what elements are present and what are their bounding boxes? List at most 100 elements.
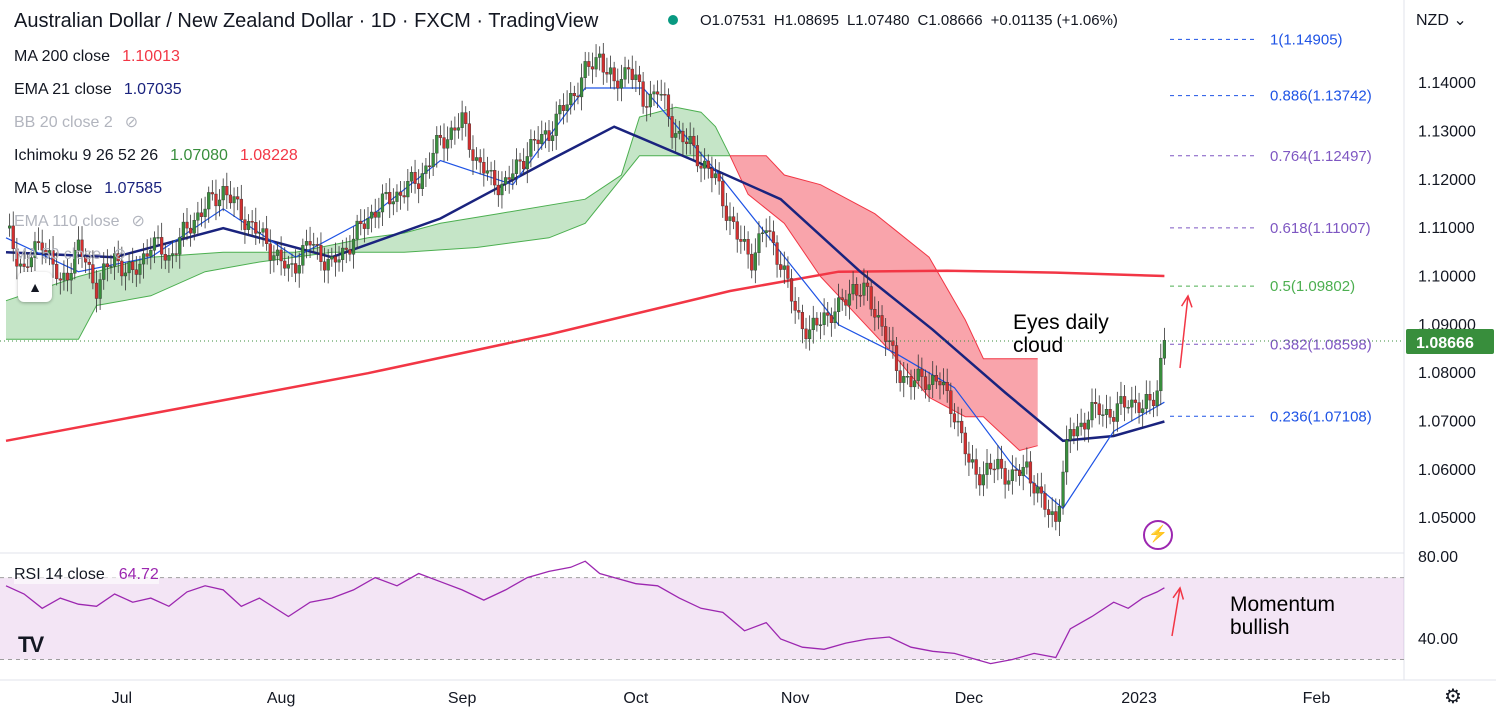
candle bbox=[1046, 499, 1051, 528]
candle-body bbox=[775, 242, 779, 265]
candle bbox=[351, 226, 356, 269]
candle-body bbox=[73, 249, 77, 274]
candle bbox=[1086, 411, 1090, 443]
candle-body bbox=[178, 237, 182, 255]
candle bbox=[232, 187, 236, 217]
gear-icon[interactable]: ⚙ bbox=[1444, 686, 1462, 708]
candle bbox=[91, 250, 95, 290]
candle bbox=[963, 426, 967, 466]
candle-body bbox=[15, 248, 19, 267]
candle-body bbox=[232, 196, 236, 204]
axes: 1.050001.060001.070001.080001.090001.100… bbox=[0, 75, 1494, 707]
candle-body bbox=[228, 194, 233, 204]
candle bbox=[561, 93, 566, 125]
time-tick: Oct bbox=[623, 690, 648, 707]
lightning-icon[interactable]: ⚡ bbox=[1143, 520, 1173, 550]
price-tick: 1.11000 bbox=[1418, 220, 1475, 237]
candle-body bbox=[217, 199, 222, 207]
candle bbox=[156, 225, 160, 247]
candle bbox=[721, 174, 725, 218]
eye-off-icon[interactable]: ⊘ bbox=[131, 213, 145, 230]
candle bbox=[934, 365, 938, 389]
candle-body bbox=[496, 184, 500, 196]
candle-body bbox=[203, 208, 207, 217]
tradingview-logo[interactable]: TV bbox=[18, 632, 44, 657]
candle bbox=[952, 403, 957, 430]
candle bbox=[923, 369, 928, 399]
legend-ma50[interactable]: MA 50 close ⊘ bbox=[14, 246, 127, 263]
candle-body bbox=[978, 474, 982, 486]
candle bbox=[185, 208, 189, 241]
candle bbox=[1162, 327, 1166, 365]
candle bbox=[482, 148, 486, 187]
candle-body bbox=[746, 239, 750, 255]
candle bbox=[551, 121, 555, 152]
candle-body bbox=[493, 170, 497, 186]
candle bbox=[275, 241, 280, 266]
candle-body bbox=[319, 245, 323, 262]
candle-body bbox=[601, 53, 605, 73]
candle-body bbox=[304, 241, 309, 246]
legend-bb20[interactable]: BB 20 close 2 ⊘ bbox=[14, 114, 139, 131]
time-tick: Sep bbox=[448, 690, 477, 707]
candle-body bbox=[913, 380, 917, 388]
chevron-up-icon[interactable]: ▲ bbox=[18, 272, 52, 302]
candle bbox=[449, 120, 453, 149]
candle bbox=[297, 252, 301, 288]
candle-body bbox=[558, 105, 562, 115]
candle-body bbox=[163, 254, 167, 261]
candle-body bbox=[1010, 469, 1014, 481]
candle bbox=[1068, 417, 1072, 454]
candles bbox=[8, 42, 1166, 537]
legend-ma5[interactable]: MA 5 close 1.07585 bbox=[14, 180, 163, 197]
candle-body bbox=[254, 222, 258, 234]
candle bbox=[290, 253, 294, 277]
candle bbox=[713, 159, 718, 185]
candle-body bbox=[757, 233, 761, 253]
candle-body bbox=[449, 127, 453, 140]
candle bbox=[134, 256, 138, 287]
candle-body bbox=[945, 382, 949, 391]
rsi-legend[interactable]: RSI 14 close 64.72 bbox=[14, 566, 159, 584]
candle bbox=[435, 126, 439, 168]
candle-body bbox=[145, 253, 149, 257]
candle bbox=[808, 315, 812, 351]
candle-body bbox=[909, 376, 913, 388]
legend-ma200[interactable]: MA 200 close 1.10013 bbox=[14, 48, 180, 65]
candle-body bbox=[742, 239, 747, 242]
candle-body bbox=[33, 241, 37, 258]
candle-body bbox=[102, 263, 106, 280]
candle-body bbox=[424, 165, 428, 174]
candle-body bbox=[131, 261, 135, 270]
eye-off-icon[interactable]: ⊘ bbox=[124, 114, 139, 131]
candle bbox=[380, 184, 385, 227]
candle-body bbox=[370, 211, 374, 219]
candle-body bbox=[1159, 357, 1163, 392]
candle-body bbox=[456, 127, 461, 131]
candle-body bbox=[467, 123, 471, 150]
candle-body bbox=[337, 259, 341, 263]
time-tick: Dec bbox=[955, 690, 983, 707]
ohlc-readout: O1.07531 H1.08695 L1.07480 C1.08666 +0.01135… bbox=[668, 12, 1118, 29]
candle-body bbox=[960, 420, 964, 434]
legend-ema110[interactable]: EMA 110 close ⊘ bbox=[14, 213, 145, 230]
candle bbox=[818, 312, 823, 340]
legend-ema21[interactable]: EMA 21 close 1.07035 bbox=[14, 81, 182, 98]
candle bbox=[127, 252, 131, 281]
legend-ichimoku[interactable]: Ichimoku 9 26 52 26 1.07080 1.08228 bbox=[14, 147, 298, 164]
price-tick: 1.05000 bbox=[1418, 510, 1476, 527]
candle bbox=[377, 197, 381, 229]
arrow-up-rsi-head bbox=[1172, 586, 1185, 600]
candle bbox=[192, 212, 196, 241]
candle-body bbox=[236, 196, 240, 200]
eye-off-icon[interactable]: ⊘ bbox=[113, 246, 127, 263]
candle bbox=[246, 214, 251, 237]
currency-selector[interactable]: NZD ⌄ bbox=[1416, 12, 1467, 29]
candle bbox=[746, 231, 750, 269]
candle bbox=[742, 225, 747, 251]
candle bbox=[826, 301, 830, 327]
candle-body bbox=[916, 368, 920, 381]
candle-body bbox=[981, 474, 985, 486]
candle bbox=[1108, 396, 1112, 425]
